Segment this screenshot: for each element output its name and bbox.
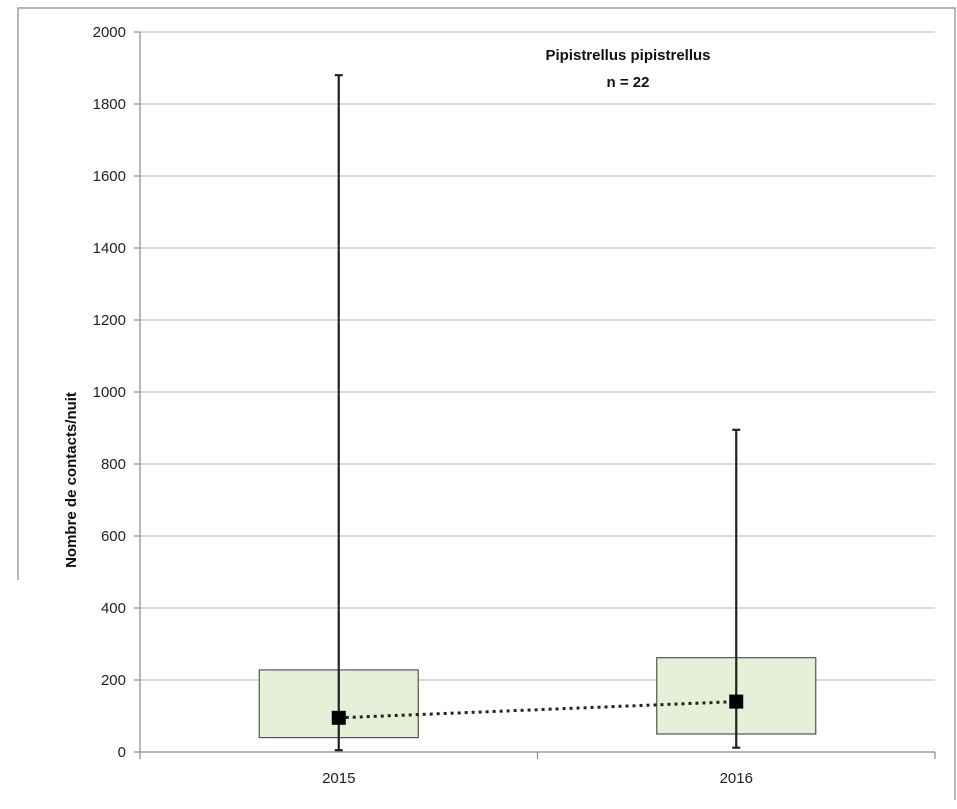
x-tick-label: 2015 xyxy=(322,770,355,787)
y-tick-label: 1200 xyxy=(93,312,126,329)
chart-subtitle: n = 22 xyxy=(607,74,650,91)
y-tick-label: 400 xyxy=(101,600,126,617)
y-axis-label: Nombre de contacts/nuit xyxy=(63,392,80,568)
y-tick-label: 1400 xyxy=(93,240,126,257)
y-tick-label: 1000 xyxy=(93,384,126,401)
x-tick-label: 2016 xyxy=(720,770,753,787)
chart-frame xyxy=(17,7,956,800)
y-tick-label: 800 xyxy=(101,456,126,473)
y-tick-label: 1600 xyxy=(93,168,126,185)
y-tick-label: 0 xyxy=(118,744,126,761)
y-tick-label: 200 xyxy=(101,672,126,689)
y-tick-label: 2000 xyxy=(93,24,126,41)
y-tick-label: 1800 xyxy=(93,96,126,113)
median-connector-line xyxy=(338,700,737,720)
chart-title: Pipistrellus pipistrellus xyxy=(545,47,710,64)
median-marker-2015 xyxy=(331,710,346,725)
y-tick-label: 600 xyxy=(101,528,126,545)
median-marker-2016 xyxy=(729,694,744,709)
